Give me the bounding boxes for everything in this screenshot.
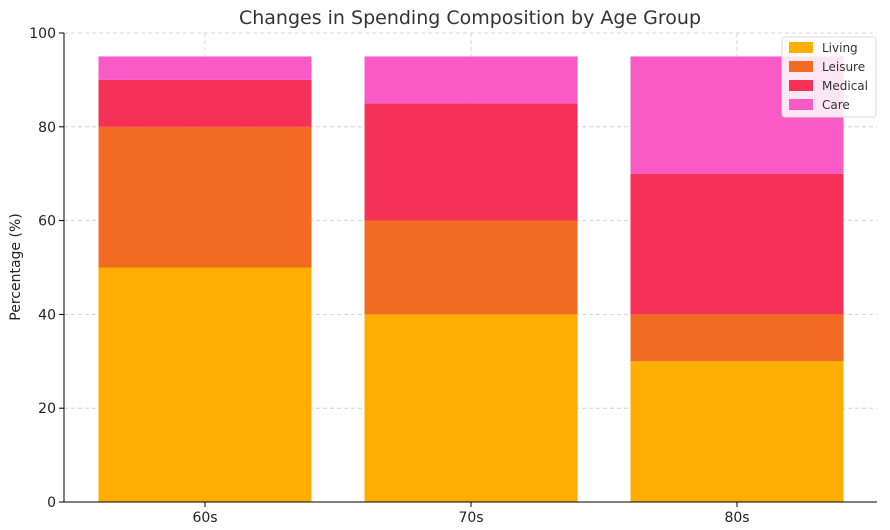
bar-medical-70s (364, 103, 578, 221)
y-tick-label: 40 (38, 307, 56, 323)
legend-box (781, 36, 877, 118)
bar-leisure-60s (98, 126, 312, 268)
bar-living-70s (364, 314, 578, 502)
x-tick-label: 80s (724, 510, 749, 526)
bar-leisure-80s (630, 314, 844, 362)
y-tick-label: 0 (47, 495, 56, 511)
y-tick-label: 80 (38, 120, 56, 136)
bar-living-80s (630, 361, 844, 502)
legend-swatch-living (789, 42, 813, 53)
legend-label-medical: Medical (822, 79, 868, 93)
bar-leisure-70s (364, 220, 578, 315)
legend-label-leisure: Leisure (822, 60, 865, 74)
x-tick-label: 70s (458, 510, 483, 526)
bar-medical-60s (98, 79, 312, 127)
tick-labels: 0 20 40 60 80 100 60s 70s 80s (29, 26, 749, 526)
legend-swatch-medical (789, 80, 813, 91)
bar-medical-80s (630, 173, 844, 315)
chart-title: Changes in Spending Composition by Age G… (239, 7, 701, 29)
legend-swatch-leisure (789, 61, 813, 72)
bar-care-60s (98, 56, 312, 80)
y-tick-label: 100 (29, 26, 56, 42)
legend-label-care: Care (822, 98, 850, 112)
legend-swatch-care (789, 99, 813, 110)
bars (98, 56, 844, 502)
y-tick-label: 20 (38, 401, 56, 417)
x-tick-label: 60s (192, 510, 217, 526)
bar-care-70s (364, 56, 578, 104)
legend: Living Leisure Medical Care (781, 36, 877, 118)
y-axis-label: Percentage (%) (8, 213, 24, 320)
legend-label-living: Living (822, 41, 858, 55)
y-tick-label: 60 (38, 214, 56, 230)
bar-living-60s (98, 267, 312, 502)
